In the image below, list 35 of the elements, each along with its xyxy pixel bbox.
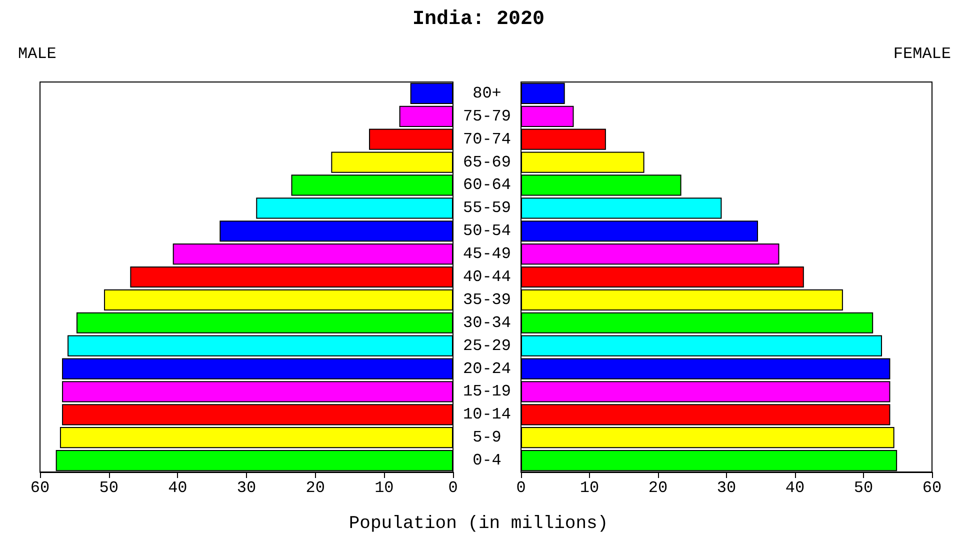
x-axis-title: Population (in millions): [348, 514, 610, 534]
x-tick-label: 10: [580, 479, 600, 497]
y-tick-label: 25-29: [462, 336, 512, 355]
y-tick-label: 35-39: [462, 290, 512, 309]
x-tick-label: 20: [306, 479, 325, 497]
y-tick-label: 75-79: [462, 107, 512, 126]
y-tick-label: 20-24: [462, 360, 512, 378]
text: MALE: [18, 45, 56, 63]
y-tick-label: 15-19: [462, 382, 512, 401]
x-tick-label: 10: [374, 479, 394, 497]
y-tick-label: 50-54: [462, 222, 512, 240]
x-tick-label: 60: [922, 479, 942, 497]
y-tick-label: 80+: [472, 84, 502, 102]
y-tick-label: 10-14: [462, 406, 512, 424]
y-tick-label: 70-74: [462, 130, 512, 148]
y-tick-label: 5-9: [472, 428, 502, 447]
y-tick-label: 60-64: [462, 176, 512, 194]
x-tick-label: 40: [785, 479, 805, 497]
y-tick-label: 30-34: [462, 314, 512, 332]
x-tick-label: 20: [648, 479, 668, 497]
x-tick-label: 60: [30, 479, 50, 497]
y-tick-label: 45-49: [462, 245, 512, 264]
text: FEMALE: [893, 45, 951, 63]
y-tick-label: 65-69: [462, 153, 512, 172]
y-tick-label: 40-44: [462, 268, 512, 286]
x-tick-label: 40: [168, 479, 188, 497]
y-tick-label: 0-4: [472, 452, 502, 470]
x-tick-label: 50: [854, 479, 874, 497]
x-tick-label: 50: [99, 479, 118, 497]
y-tick-label: 55-59: [462, 199, 512, 218]
x-tick-label: 30: [236, 479, 256, 497]
x-tick-label: 30: [716, 479, 736, 497]
x-tick-label: 0: [448, 479, 458, 497]
x-tick-label: 0: [516, 479, 526, 497]
chart-title: India: 2020: [411, 8, 546, 31]
